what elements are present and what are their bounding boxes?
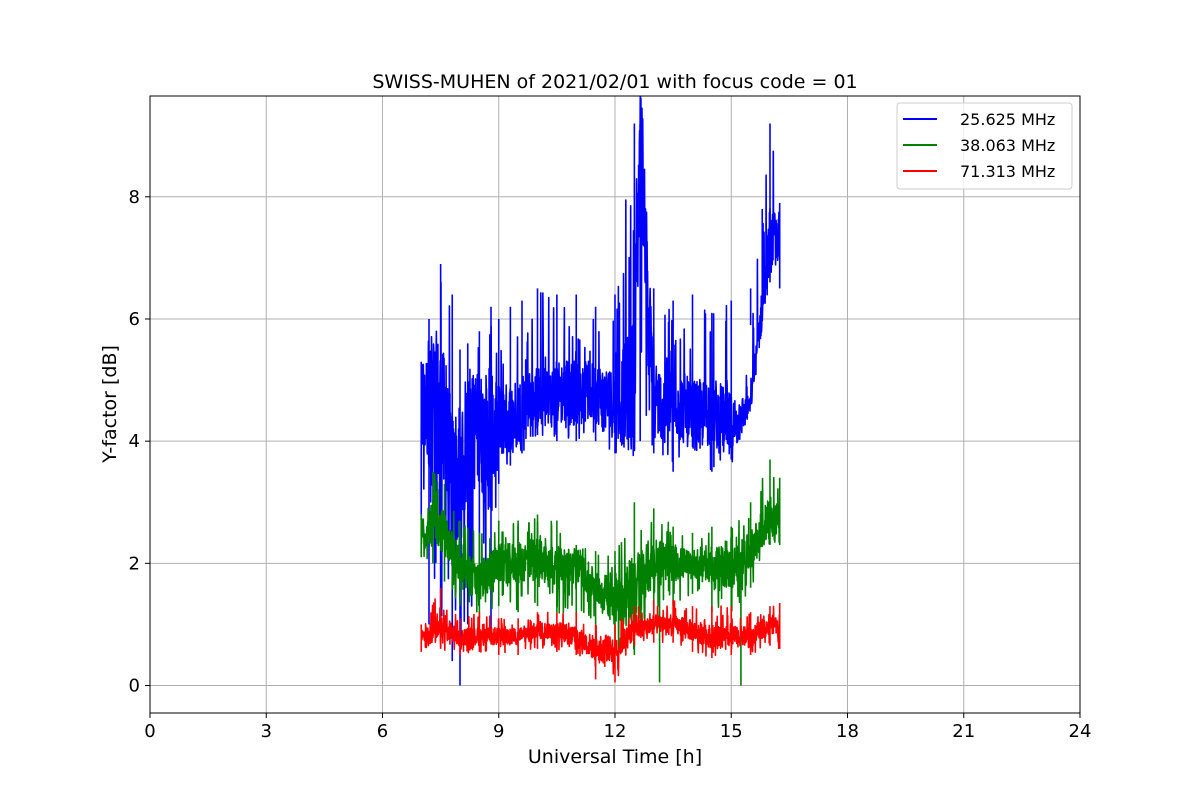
x-tick-label: 6 [377, 721, 388, 742]
x-tick-label: 24 [1069, 721, 1092, 742]
series-2 [420, 587, 781, 683]
series-line-2 [420, 598, 781, 677]
legend: 25.625 MHz 38.063 MHz 71.313 MHz [896, 102, 1073, 190]
y-axis-ticks: 0 2 4 6 8 [129, 187, 150, 697]
series-layer [420, 96, 781, 686]
y-tick-label: 0 [129, 676, 140, 697]
y-tick-label: 8 [129, 187, 140, 208]
x-axis-ticks: 0 3 6 9 12 15 18 21 24 [144, 713, 1091, 742]
legend-label-2: 71.313 MHz [960, 162, 1055, 181]
x-tick-label: 3 [261, 721, 272, 742]
x-tick-label: 18 [836, 721, 859, 742]
series-line-1 [420, 473, 781, 651]
legend-label-1: 38.063 MHz [960, 136, 1055, 155]
x-tick-label: 9 [493, 721, 504, 742]
y-tick-label: 4 [129, 431, 140, 452]
series-line-0 [420, 96, 781, 645]
legend-box [896, 102, 1073, 190]
x-axis-title: Universal Time [h] [528, 746, 702, 768]
y-tick-label: 2 [129, 553, 140, 574]
legend-label-0: 25.625 MHz [960, 110, 1055, 129]
y-tick-label: 6 [129, 309, 140, 330]
x-tick-label: 0 [144, 721, 155, 742]
series-1 [420, 459, 781, 686]
x-tick-label: 12 [604, 721, 627, 742]
chart-title: SWISS-MUHEN of 2021/02/01 with focus cod… [372, 71, 857, 93]
x-tick-label: 21 [952, 721, 975, 742]
y-axis-title: Y-factor [dB] [99, 345, 121, 464]
series-0 [420, 96, 781, 686]
x-tick-label: 15 [720, 721, 743, 742]
